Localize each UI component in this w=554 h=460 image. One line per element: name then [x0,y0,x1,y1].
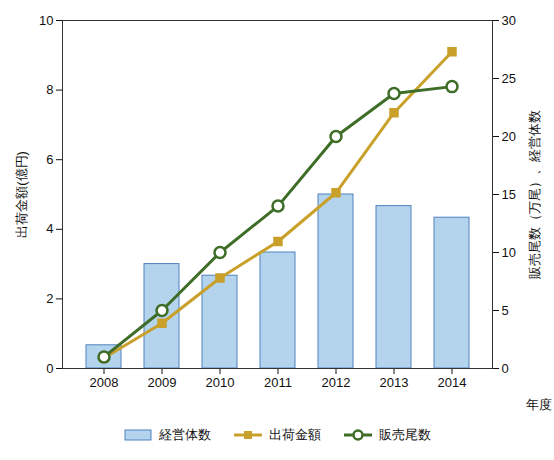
svg-text:2008: 2008 [90,375,119,390]
svg-text:10: 10 [502,245,516,260]
html-text:経営体数: 経営体数 [159,427,211,442]
svg-text:2: 2 [46,291,53,306]
svg-text:2012: 2012 [322,375,351,390]
svg-text:4: 4 [46,221,53,236]
svg-text:10: 10 [39,13,53,28]
svg-text:5: 5 [502,303,509,318]
svg-text:2013: 2013 [380,375,409,390]
svg-text:20: 20 [502,129,516,144]
svg-text:2014: 2014 [438,375,467,390]
svg-text:販売尾数（万尾）、経営体数: 販売尾数（万尾）、経営体数 [527,110,542,279]
svg-text:0: 0 [46,361,53,376]
svg-text:8: 8 [46,82,53,97]
svg-text:年度: 年度 [526,397,552,412]
svg-text:25: 25 [502,71,516,86]
svg-text:2010: 2010 [206,375,235,390]
svg-text:出荷金額(億円): 出荷金額(億円) [14,151,29,238]
html-text:販売尾数: 販売尾数 [379,427,431,442]
svg-text:2011: 2011 [264,375,292,390]
svg-text:0: 0 [502,361,509,376]
html-text:出荷金額: 出荷金額 [269,427,321,442]
svg-text:15: 15 [502,187,516,202]
svg-text:30: 30 [502,13,516,28]
svg-text:6: 6 [46,152,53,167]
svg-text:2009: 2009 [148,375,177,390]
